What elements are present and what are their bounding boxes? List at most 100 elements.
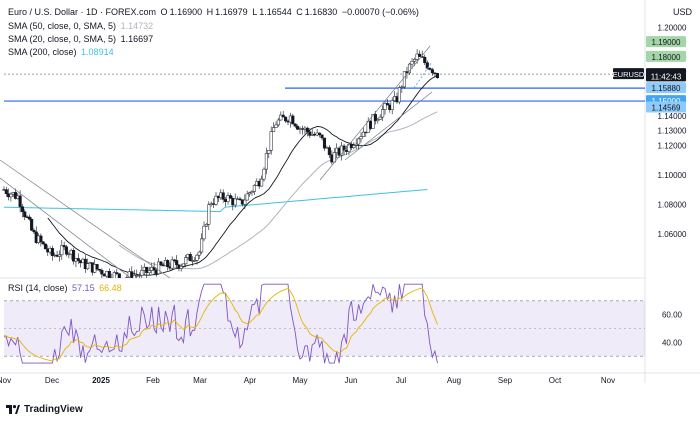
price-label-box [646,50,686,62]
candle-body [159,261,163,265]
candle-body [60,245,64,256]
candle-body [400,86,404,88]
candle-body [267,150,271,154]
candle-body [385,103,389,106]
indicator-sma20[interactable]: SMA (20, close, 0, SMA, 5) 1.16697 [8,34,155,44]
candle-body [102,273,106,277]
candle-body [413,59,417,62]
price-tick-label: 1.13000 [658,127,687,136]
candle-body [433,72,437,74]
candle-body [418,53,422,57]
indicator-value: 1.14732 [120,21,154,31]
rsi-header[interactable]: RSI (14, close) 57.15 66.48 [8,283,124,293]
candle-body [291,115,295,125]
time-tick-label: 2025 [92,376,110,385]
candle-body [193,260,197,262]
candle-body [371,114,375,129]
candle-body [327,147,331,156]
candle-body [402,71,406,88]
rsi-ma-value: 66.48 [99,283,122,293]
candle-body [188,254,192,262]
channel-line [319,45,431,181]
candle-body [105,270,109,277]
candle-body [18,195,22,207]
candle-body [248,192,252,195]
candle-body [243,199,247,205]
candle-body [41,241,45,245]
candle-body [39,235,43,243]
candle-body [64,246,69,255]
candle-body [112,272,116,278]
candle-body [23,211,27,218]
candle-body [274,124,278,128]
candle-body [137,275,141,277]
candle-body [272,127,276,132]
time-tick-label: Nov [601,376,615,385]
candle-body [226,195,230,202]
price-label-box [646,36,686,48]
candle-body [359,136,363,140]
brand-name: TradingView [24,404,83,415]
candle-body [238,198,242,200]
currency-label[interactable]: USD [672,7,692,17]
candle-body [269,131,273,151]
price-label-text: 1.15880 [652,84,681,93]
sma200-line [3,189,428,213]
candle-body [340,145,344,156]
candle-body [72,249,76,262]
close-value: 1.16830 [304,7,338,17]
candle-body [332,152,336,163]
candle-body [252,185,256,192]
channel-line [0,177,132,278]
indicator-sma200[interactable]: SMA (200, close) 1.08914 [8,47,116,57]
candle-body [415,53,419,60]
candle-body [202,225,206,240]
candle-body [115,272,119,274]
symbol-header: Euro / U.S. Dollar · 1D · FOREX.com O 1.1… [8,7,421,17]
candle-body [27,216,31,220]
candle-body [76,258,80,261]
candle-body [135,275,139,277]
candle-body [181,263,186,267]
candle-body [430,69,434,74]
time-tick-label: Dec [45,376,59,385]
candle-body [428,67,432,70]
candle-body [166,260,170,267]
candle-body [32,230,36,233]
candle-body [200,238,204,253]
candle-body [95,264,99,270]
indicator-label: SMA (20, close, 0, SMA, 5) [8,34,117,44]
candle-body [376,119,380,122]
channel-line [344,91,433,161]
low-value: 1.16544 [259,7,292,17]
change-value: −0.00070 (−0.06%) [341,7,419,17]
symbol-tag [613,68,644,80]
candle-body [264,153,268,170]
candle-body [197,251,201,256]
time-tick-label: May [292,376,307,385]
candle-body [373,114,377,122]
candle-body [284,116,288,122]
price-tick-label: 1.08000 [658,200,687,209]
candle-body [381,109,385,118]
candle-body [4,189,8,194]
candle-body [221,192,225,200]
indicator-sma50[interactable]: SMA (50, close, 0, SMA, 5) 1.14732 [8,21,155,31]
price-label-box [646,82,686,94]
candle-body [354,143,358,146]
time-tick-label: Jun [345,376,358,385]
candle-body [281,114,285,118]
candle-body [352,145,356,149]
candle-body [320,134,324,139]
candle-body [407,63,412,74]
candle-body [30,218,34,231]
candle-body [9,193,13,198]
candle-body [245,193,249,201]
candle-body [397,87,401,103]
candle-body [179,265,183,269]
candle-body [195,254,199,261]
candle-body [142,266,146,271]
candle-body [435,73,440,78]
open-value: 1.16900 [169,7,203,17]
